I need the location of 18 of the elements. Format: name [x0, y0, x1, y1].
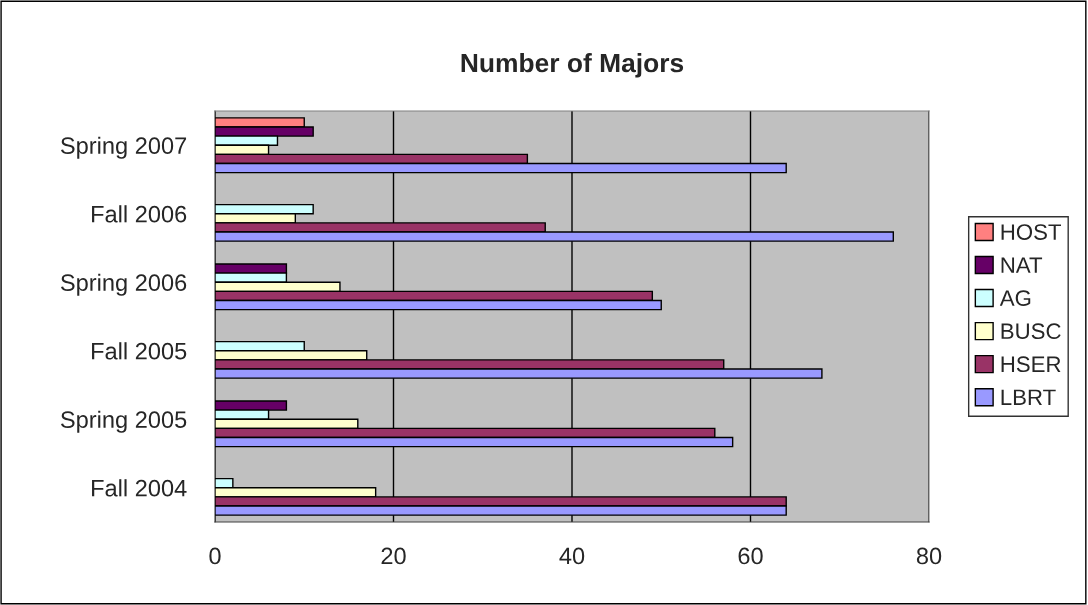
legend-label: HOST [1001, 224, 1061, 240]
legend-label: AG [999, 290, 1031, 306]
legend-label: HSER [1001, 356, 1061, 373]
chart-title: Number of Majors [461, 52, 684, 78]
legend-label: NAT [1001, 257, 1043, 273]
y-tick-label: Fall 2004 [92, 479, 187, 497]
x-tick-label: 40 [559, 547, 585, 565]
x-tick-label: 20 [381, 547, 406, 565]
y-tick-label: Spring 2006 [60, 273, 187, 296]
y-tick-label: Fall 2006 [92, 205, 187, 223]
x-tick-label: 80 [916, 547, 942, 565]
x-tick-label: 60 [738, 547, 763, 565]
legend-label: LBRT [1001, 389, 1056, 405]
y-tick-label: Fall 2005 [92, 342, 187, 360]
legend-label: BUSC [1001, 323, 1061, 340]
y-tick-label: Spring 2007 [60, 136, 187, 159]
y-tick-label: Spring 2005 [60, 410, 187, 433]
x-tick-label: 0 [209, 547, 221, 565]
